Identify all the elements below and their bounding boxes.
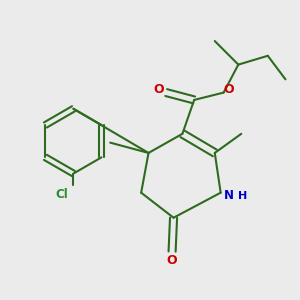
Text: N: N [224, 189, 234, 202]
Text: H: H [238, 190, 248, 201]
Text: Cl: Cl [55, 188, 68, 201]
Text: O: O [167, 254, 177, 267]
Text: O: O [224, 83, 234, 96]
Text: O: O [154, 83, 164, 96]
